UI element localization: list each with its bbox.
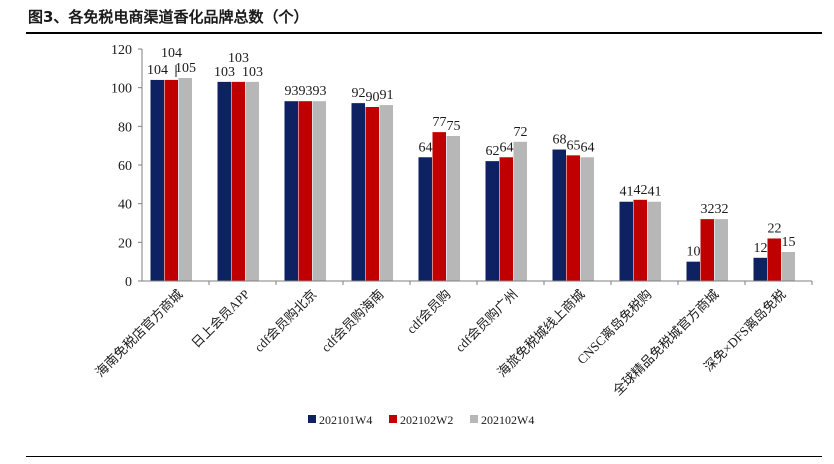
bar (245, 81, 259, 281)
title-rule (26, 32, 822, 34)
data-label: 22 (768, 221, 782, 236)
bar (513, 141, 527, 281)
data-label: 68 (553, 133, 567, 148)
bar (312, 101, 326, 281)
bar (552, 149, 566, 281)
data-label: 41 (648, 185, 662, 200)
x-tick-label: cdf会员购广州 (452, 287, 520, 355)
x-tick-label: cdf会员购 (404, 287, 454, 337)
legend-label: 202102W4 (481, 413, 534, 427)
x-tick-label: cdf会员购北京 (251, 287, 319, 355)
data-label: 104 (161, 46, 182, 61)
data-label: 103 (242, 65, 263, 80)
bar (432, 132, 446, 281)
bar (566, 155, 580, 281)
bar (418, 157, 432, 281)
data-label: 103 (214, 65, 235, 80)
legend-swatch (308, 415, 316, 423)
bar (298, 101, 312, 281)
bar (686, 261, 700, 281)
data-label: 93 (299, 84, 313, 99)
data-label: 64 (500, 140, 514, 155)
x-tick-label: 海南免税店官方商城 (92, 287, 185, 380)
data-label: 77 (433, 115, 447, 130)
data-label: 91 (380, 88, 394, 103)
data-label: 72 (514, 125, 528, 140)
y-tick-label: 100 (111, 82, 132, 97)
figure-title: 图3、各免税电商渠道香化品牌总数（个） (28, 8, 309, 26)
data-label: 90 (366, 90, 380, 105)
data-label: 104 (147, 63, 168, 78)
data-label: 12 (754, 241, 768, 256)
bar (700, 219, 714, 281)
legend-label: 202102W2 (400, 413, 453, 427)
legend-label: 202101W4 (319, 413, 372, 427)
bar (781, 252, 795, 281)
y-axis: 0 20 40 60 80 100 120 (111, 43, 143, 290)
data-label: 93 (285, 84, 299, 99)
data-label: 64 (419, 140, 433, 155)
bottom-rule (26, 456, 822, 457)
data-label: 10 (687, 245, 701, 260)
legend-swatch (389, 415, 397, 423)
bar (499, 157, 513, 281)
bar (150, 79, 164, 281)
x-tick-label: 日上会员APP (188, 287, 252, 351)
bar (580, 157, 594, 281)
data-label: 32 (701, 202, 715, 217)
bar (753, 257, 767, 281)
y-tick-label: 20 (118, 236, 132, 251)
data-label: 41 (620, 185, 634, 200)
legend-swatch (470, 415, 478, 423)
data-label: 42 (634, 183, 648, 198)
bar (178, 78, 192, 281)
y-tick-label: 60 (118, 159, 132, 174)
bar (365, 107, 379, 281)
legend: 202101W4 202102W2 202102W4 (308, 413, 534, 427)
bar (351, 103, 365, 281)
bar (647, 201, 661, 281)
bar (284, 101, 298, 281)
x-tick-label: cdf会员购海南 (318, 287, 386, 355)
bar (379, 105, 393, 281)
bars (150, 78, 795, 281)
bar (714, 219, 728, 281)
data-label: 65 (567, 138, 581, 153)
y-tick-label: 40 (118, 198, 132, 213)
y-tick-label: 120 (111, 43, 132, 58)
data-label: 62 (486, 144, 500, 159)
data-label: 15 (782, 235, 796, 250)
bar (619, 201, 633, 281)
bar (767, 238, 781, 281)
data-label: 75 (447, 119, 461, 134)
bar (164, 79, 178, 281)
bar (217, 81, 231, 281)
data-label: 92 (352, 86, 366, 101)
data-label: 105 (175, 61, 196, 76)
bar (485, 161, 499, 281)
data-label: 32 (715, 202, 729, 217)
bar (231, 81, 245, 281)
y-tick-label: 0 (125, 275, 132, 290)
data-label: 103 (228, 51, 249, 66)
bar (633, 199, 647, 281)
bar (446, 136, 460, 281)
data-label: 64 (581, 140, 595, 155)
data-label: 93 (313, 84, 327, 99)
y-tick-label: 80 (118, 120, 132, 135)
